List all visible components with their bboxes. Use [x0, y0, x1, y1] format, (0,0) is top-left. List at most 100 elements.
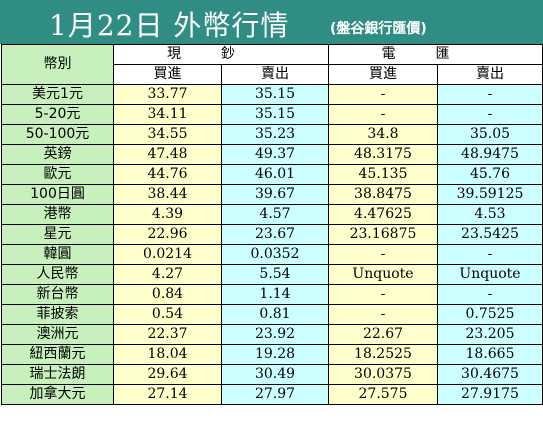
- currency-column-header: 幣別: [1, 44, 114, 85]
- cash-sell-cell: 35.15: [221, 104, 329, 125]
- tt-sell-cell: 23.5425: [437, 224, 543, 245]
- table-row: 紐西蘭元 18.04 19.28 18.2525 18.665: [1, 344, 543, 365]
- cash-buy-cell: 22.37: [113, 324, 222, 345]
- table-row: 港幣 4.39 4.57 4.47625 4.53: [1, 204, 543, 225]
- cash-sell-cell: 23.67: [221, 224, 329, 245]
- tt-buy-cell: 23.16875: [328, 224, 438, 245]
- cash-buy-cell: 0.84: [113, 284, 222, 305]
- tt-sell-cell: -: [437, 84, 543, 105]
- cash-group-header: 現鈔: [113, 44, 329, 65]
- tt-sell-cell: 30.4675: [437, 364, 543, 385]
- currency-name-cell: 美元1元: [1, 84, 114, 105]
- cash-sell-cell: 0.81: [221, 304, 329, 325]
- cash-sell-cell: 5.54: [221, 264, 329, 285]
- currency-name-cell: 紐西蘭元: [1, 344, 114, 365]
- tt-buy-cell: 18.2525: [328, 344, 438, 365]
- table-row: 5-20元 34.11 35.15- -: [1, 104, 543, 125]
- currency-name-cell: 港幣: [1, 204, 114, 225]
- cash-sell-cell: 39.67: [221, 184, 329, 205]
- cash-buy-cell: 38.44: [113, 184, 222, 205]
- cash-buy-cell: 0.54: [113, 304, 222, 325]
- bank-source-label: (盤谷銀行匯價): [330, 21, 427, 37]
- cash-buy-cell: 18.04: [113, 344, 222, 365]
- cash-buy-header: 買進: [113, 64, 222, 85]
- table-row: 瑞士法朗 29.64 30.49 30.0375 30.4675: [1, 364, 543, 385]
- cash-buy-cell: 33.77: [113, 84, 222, 105]
- tt-buy-cell: -: [328, 284, 438, 305]
- tt-buy-cell: 34.8: [328, 124, 438, 145]
- cash-sell-cell: 49.37: [221, 144, 329, 165]
- tt-sell-cell: Unquote: [437, 264, 543, 285]
- tt-buy-cell: 48.3175: [328, 144, 438, 165]
- tt-buy-cell: 22.67: [328, 324, 438, 345]
- tt-buy-cell: 30.0375: [328, 364, 438, 385]
- tt-sell-header: 賣出: [437, 64, 543, 85]
- currency-name-cell: 100日圓: [1, 184, 114, 205]
- tt-buy-cell: 27.575: [328, 384, 438, 405]
- exchange-rate-table: 幣別 現鈔 電匯 買進 賣出 買進 賣出 美元1元 33.77 35.15- -5-2…: [1, 44, 543, 405]
- tt-sell-cell: 35.05: [437, 124, 543, 145]
- cash-buy-cell: 27.14: [113, 384, 222, 405]
- tt-sell-cell: 39.59125: [437, 184, 543, 205]
- cash-sell-cell: 19.28: [221, 344, 329, 365]
- table-row: 英鎊 47.48 49.37 48.3175 48.9475: [1, 144, 543, 165]
- cash-buy-cell: 4.27: [113, 264, 222, 285]
- table-row: 新台幣 0.84 1.14- -: [1, 284, 543, 305]
- tt-sell-cell: -: [437, 284, 543, 305]
- cash-sell-cell: 35.15: [221, 84, 329, 105]
- currency-name-cell: 歐元: [1, 164, 114, 185]
- cash-sell-cell: 46.01: [221, 164, 329, 185]
- tt-buy-cell: 38.8475: [328, 184, 438, 205]
- table-row: 50-100元 34.55 35.23 34.8 35.05: [1, 124, 543, 145]
- cash-buy-cell: 34.11: [113, 104, 222, 125]
- table-row: 人民幣 4.27 5.54 Unquote Unquote: [1, 264, 543, 285]
- table-row: 歐元 44.76 46.01 45.135 45.76: [1, 164, 543, 185]
- table-row: 韓圓 0.0214 0.0352- -: [1, 244, 543, 265]
- currency-name-cell: 菲披索: [1, 304, 114, 325]
- currency-name-cell: 瑞士法朗: [1, 364, 114, 385]
- tt-buy-cell: Unquote: [328, 264, 438, 285]
- cash-buy-cell: 29.64: [113, 364, 222, 385]
- tt-buy-cell: -: [328, 304, 438, 325]
- currency-name-cell: 澳洲元: [1, 324, 114, 345]
- tt-buy-header: 買進: [328, 64, 438, 85]
- tt-sell-cell: 48.9475: [437, 144, 543, 165]
- page-title: 1月22日 外幣行情: [49, 9, 290, 42]
- tt-sell-cell: 27.9175: [437, 384, 543, 405]
- table-row: 美元1元 33.77 35.15- -: [1, 84, 543, 105]
- cash-sell-cell: 35.23: [221, 124, 329, 145]
- cash-buy-cell: 47.48: [113, 144, 222, 165]
- tt-sell-cell: 23.205: [437, 324, 543, 345]
- table-row: 100日圓 38.44 39.67 38.8475 39.59125: [1, 184, 543, 205]
- tt-sell-cell: 45.76: [437, 164, 543, 185]
- header-row-buy-sell: 買進 賣出 買進 賣出: [2, 64, 543, 85]
- tt-sell-cell: 4.53: [437, 204, 543, 225]
- cash-sell-cell: 30.49: [221, 364, 329, 385]
- currency-name-cell: 5-20元: [1, 104, 114, 125]
- currency-name-cell: 星元: [1, 224, 114, 245]
- cash-sell-cell: 23.92: [221, 324, 329, 345]
- tt-buy-cell: -: [328, 84, 438, 105]
- cash-sell-cell: 0.0352: [221, 244, 329, 265]
- tt-buy-cell: -: [328, 244, 438, 265]
- currency-name-cell: 加拿大元: [1, 384, 114, 405]
- currency-name-cell: 新台幣: [1, 284, 114, 305]
- title-bar: 1月22日 外幣行情 (盤谷銀行匯價): [0, 0, 543, 44]
- header-row-groups: 幣別 現鈔 電匯: [1, 44, 543, 85]
- currency-name-cell: 50-100元: [1, 124, 114, 145]
- currency-name-cell: 韓圓: [1, 244, 114, 265]
- tt-sell-cell: -: [437, 244, 543, 265]
- rate-rows: 美元1元 33.77 35.15- -5-20元 34.11 35.15- -50-100元…: [1, 84, 543, 405]
- cash-sell-cell: 1.14: [221, 284, 329, 305]
- table-row: 澳洲元 22.37 23.92 22.67 23.205: [1, 324, 543, 345]
- cash-buy-cell: 0.0214: [113, 244, 222, 265]
- cash-buy-cell: 22.96: [113, 224, 222, 245]
- cash-buy-cell: 34.55: [113, 124, 222, 145]
- cash-sell-cell: 27.97: [221, 384, 329, 405]
- table-row: 星元 22.96 23.67 23.16875 23.5425: [1, 224, 543, 245]
- tt-sell-cell: 0.7525: [437, 304, 543, 325]
- table-row: 加拿大元 27.14 27.97 27.575 27.9175: [1, 384, 543, 405]
- cash-sell-cell: 4.57: [221, 204, 329, 225]
- cash-sell-header: 賣出: [221, 64, 329, 85]
- cash-buy-cell: 4.39: [113, 204, 222, 225]
